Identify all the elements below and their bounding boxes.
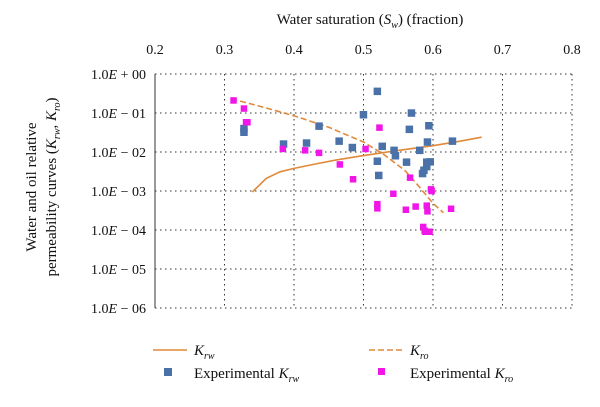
x-tick-label: 0.5 [355, 43, 373, 58]
y-tick-label: 1.0E − 02 [91, 146, 146, 161]
series-line-k-ro [231, 98, 444, 214]
data-point-experimental-k-rw [402, 158, 411, 166]
data-point-experimental-k-ro [428, 187, 435, 195]
data-point-experimental-k-ro [374, 200, 381, 208]
y-axis-title-line-2: permeability curves (Krw, Kro) [44, 97, 63, 276]
x-tick-label: 0.4 [285, 43, 303, 58]
data-point-experimental-k-ro [336, 161, 344, 168]
data-point-experimental-k-ro [315, 149, 323, 157]
data-point-experimental-k-rw [423, 162, 431, 171]
data-point-experimental-k-rw [240, 124, 248, 133]
data-point-experimental-k-ro [406, 174, 414, 181]
y-tick-label: 1.0E − 05 [91, 263, 146, 278]
data-point-experimental-k-rw [416, 146, 424, 155]
legend-exp-kro-label: Experimental Kro [410, 366, 513, 385]
y-tick-label: 1.0E − 06 [91, 302, 146, 317]
data-point-experimental-k-ro [301, 147, 309, 154]
data-point-experimental-k-ro [362, 145, 369, 153]
series-line-k-rw [251, 136, 482, 193]
data-point-experimental-k-ro [390, 190, 397, 197]
x-tick-labels: 0.2 0.3 0.4 0.5 0.6 0.7 0.8 [146, 43, 581, 58]
data-point-experimental-k-ro [376, 124, 383, 131]
data-point-experimental-k-rw [359, 111, 368, 119]
y-tick-label: 1.0E − 04 [91, 224, 146, 239]
data-point-experimental-k-rw [407, 109, 416, 117]
data-point-experimental-k-rw [373, 87, 382, 96]
data-point-experimental-k-rw [279, 140, 288, 148]
y-axis-title-line-1: Water and oil relative [24, 122, 40, 251]
data-point-experimental-k-ro [279, 145, 287, 153]
data-point-experimental-k-ro [447, 205, 455, 212]
data-point-experimental-k-rw [425, 122, 433, 130]
data-point-experimental-k-ro [244, 119, 251, 126]
data-point-experimental-k-rw [302, 139, 311, 147]
data-point-experimental-k-ro [420, 223, 427, 231]
data-point-experimental-k-rw [405, 125, 414, 134]
data-point-experimental-k-ro [422, 228, 429, 235]
data-point-experimental-k-ro [349, 176, 357, 183]
x-tick-label: 0.2 [146, 43, 164, 58]
data-point-experimental-k-rw [423, 138, 432, 146]
data-point-experimental-k-ro [424, 208, 431, 215]
data-point-experimental-k-ro [402, 206, 410, 213]
grid-lines [154, 73, 573, 309]
data-point-experimental-k-ro [423, 202, 430, 209]
legend-krw-label: Krw [193, 343, 215, 362]
y-tick-label: 1.0E + 00 [91, 68, 146, 83]
x-axis-title: Water saturation (Sw) (fraction) [277, 12, 464, 31]
data-point-experimental-k-rw [378, 142, 386, 151]
data-point-experimental-k-ro [426, 228, 433, 235]
legend-exp-kro-marker [378, 368, 385, 375]
data-point-experimental-k-rw [375, 171, 383, 180]
x-tick-label: 0.8 [563, 43, 581, 58]
y-tick-labels: 1.0E + 00 1.0E − 01 1.0E − 02 1.0E − 03 1.0E… [91, 68, 146, 317]
y-tick-label: 1.0E − 03 [91, 185, 146, 200]
data-point-experimental-k-ro [240, 105, 248, 112]
data-point-experimental-k-rw [391, 152, 400, 160]
series-layer [230, 87, 482, 235]
data-point-experimental-k-rw [390, 146, 398, 155]
data-point-experimental-k-ro [374, 205, 381, 212]
legend: Krw Kro Experimental Krw Experimental Kr… [153, 343, 513, 385]
legend-exp-krw-marker [164, 368, 172, 376]
data-point-experimental-k-rw [448, 137, 457, 145]
data-point-experimental-k-rw [426, 158, 434, 166]
x-tick-label: 0.3 [216, 43, 234, 58]
data-point-experimental-k-rw [348, 143, 357, 152]
x-tick-label: 0.7 [494, 43, 512, 58]
data-point-experimental-k-rw [315, 122, 323, 130]
data-point-experimental-k-ro [412, 203, 419, 210]
x-tick-label: 0.6 [424, 43, 442, 58]
legend-exp-krw-label: Experimental Krw [194, 366, 299, 385]
y-tick-label: 1.0E − 01 [91, 107, 146, 122]
data-point-experimental-k-rw [373, 157, 382, 165]
data-point-experimental-k-ro [230, 97, 237, 104]
data-point-experimental-k-rw [335, 137, 343, 145]
legend-kro-label: Kro [409, 343, 429, 362]
